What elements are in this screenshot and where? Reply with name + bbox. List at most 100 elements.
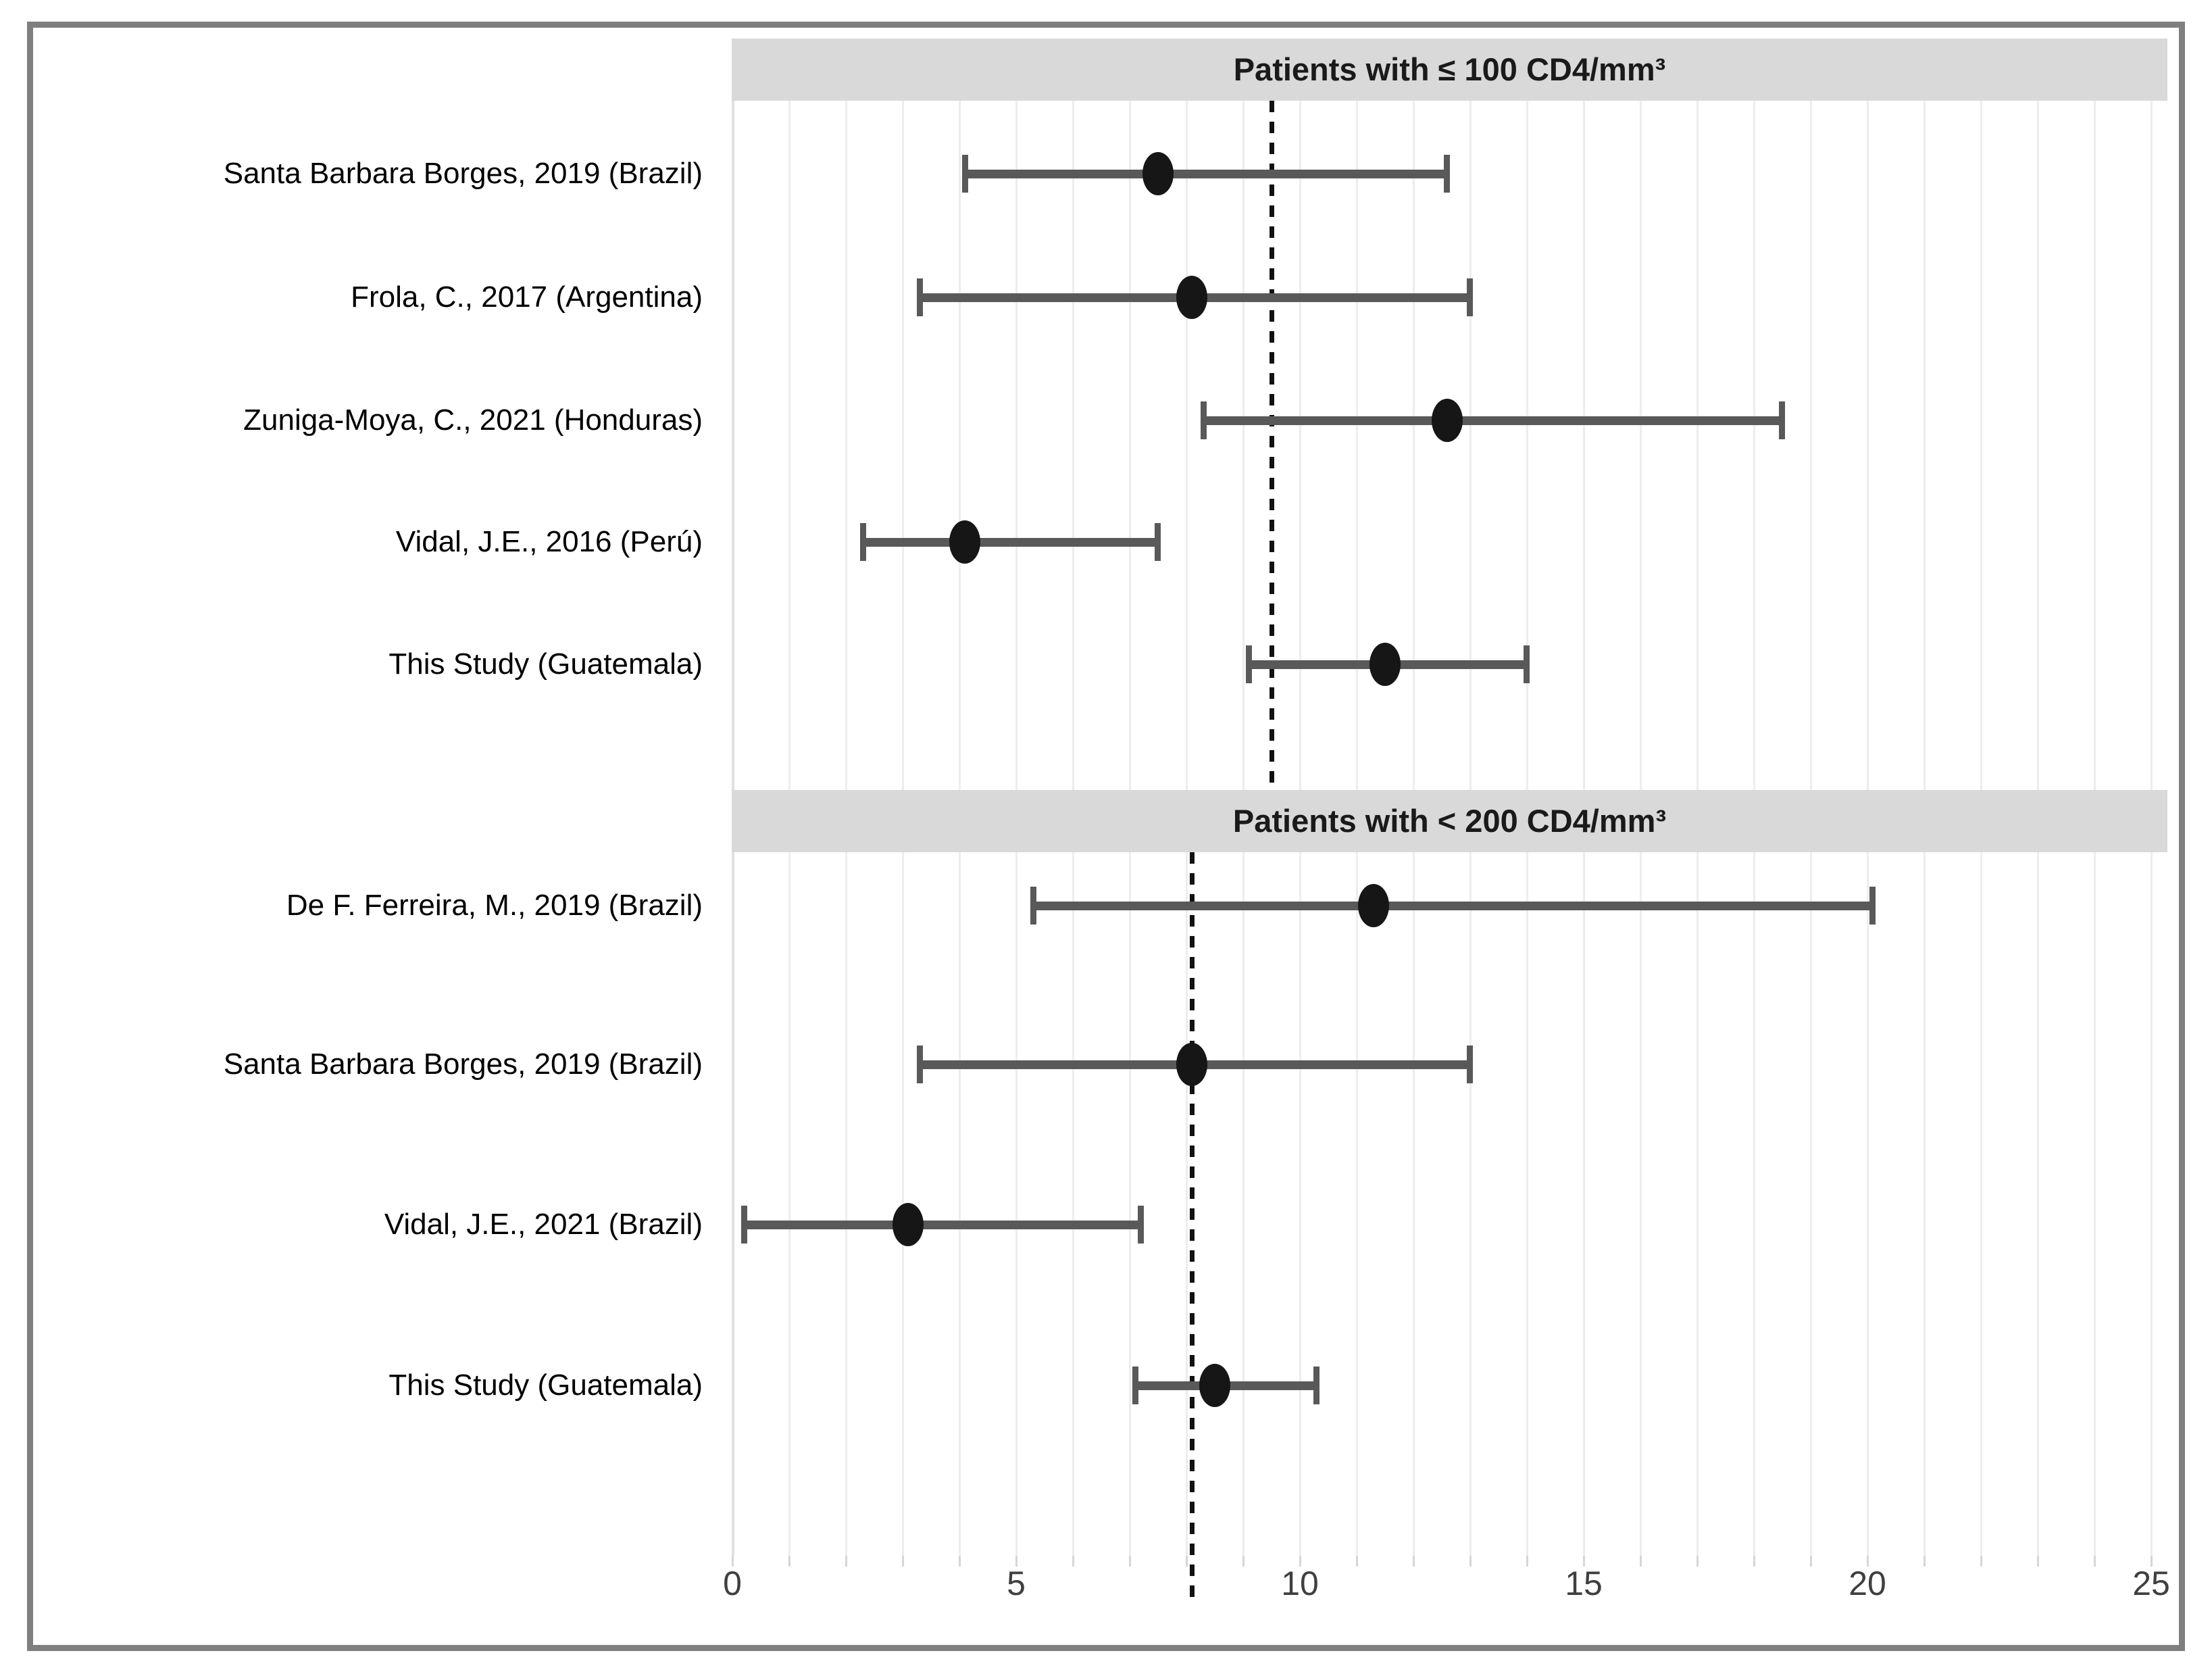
axis-tick — [732, 1556, 734, 1567]
axis-tick-label: 25 — [2132, 1565, 2170, 1602]
axis-tick — [1753, 1556, 1755, 1567]
data-point — [1176, 1043, 1208, 1086]
gridline — [1583, 101, 1585, 790]
ci-cap-right — [1467, 278, 1473, 316]
axis-tick — [1810, 1556, 1812, 1567]
ci-cap-right — [1444, 155, 1451, 193]
axis-tick — [1242, 1556, 1245, 1567]
axis-tick — [1299, 1556, 1301, 1567]
axis-tick — [959, 1556, 961, 1567]
gridline — [1072, 852, 1074, 1556]
gridline — [845, 101, 847, 790]
axis-tick — [1015, 1556, 1017, 1567]
gridline — [1242, 852, 1245, 1556]
axis-tick — [1129, 1556, 1131, 1567]
ci-cap-left — [1030, 887, 1037, 925]
gridline — [1980, 852, 1982, 1556]
gridline — [1129, 101, 1131, 790]
gridline — [1526, 852, 1528, 1556]
data-point — [1199, 1364, 1230, 1407]
gridline — [2037, 101, 2039, 790]
study-label: Zuniga-Moya, C., 2021 (Honduras) — [243, 403, 703, 437]
gridline — [2037, 852, 2039, 1556]
axis-tick — [1583, 1556, 1585, 1567]
gridline — [1015, 852, 1017, 1556]
axis-tick — [845, 1556, 847, 1567]
gridline — [1867, 101, 1869, 790]
axis-tick — [1640, 1556, 1642, 1567]
gridline — [1186, 101, 1188, 790]
ci-bar — [1203, 416, 1782, 425]
gridline — [959, 852, 961, 1556]
gridline — [1356, 852, 1358, 1556]
gridline — [1186, 852, 1188, 1556]
gridline — [1583, 852, 1585, 1556]
study-label: This Study (Guatemala) — [388, 1369, 703, 1402]
ci-cap-right — [1524, 645, 1530, 683]
gridline — [1526, 101, 1528, 790]
ci-cap-right — [1137, 1206, 1144, 1244]
gridline — [1469, 852, 1472, 1556]
ci-cap-right — [1313, 1367, 1320, 1404]
ci-cap-right — [1155, 523, 1161, 561]
panel-title: Patients with < 200 CD4/mm³ — [1232, 803, 1667, 839]
ci-cap-left — [1246, 645, 1253, 683]
axis-tick — [1186, 1556, 1188, 1567]
axis-tick — [1696, 1556, 1699, 1567]
gridline — [1980, 101, 1982, 790]
gridline — [1299, 852, 1301, 1556]
axis-tick — [1867, 1556, 1869, 1567]
gridline — [1356, 101, 1358, 790]
data-point — [1358, 884, 1390, 927]
axis-tick — [788, 1556, 790, 1567]
gridline — [732, 852, 734, 1556]
axis-tick — [1924, 1556, 1926, 1567]
study-label: Santa Barbara Borges, 2019 (Brazil) — [223, 157, 703, 190]
ci-bar — [863, 538, 1158, 547]
gridline — [1129, 852, 1131, 1556]
gridline — [959, 101, 961, 790]
gridline — [1299, 101, 1301, 790]
axis-tick — [2094, 1556, 2096, 1567]
ci-cap-right — [1869, 887, 1876, 925]
ci-cap-left — [1201, 401, 1207, 439]
panel-header: Patients with ≤ 100 CD4/mm³ — [732, 39, 2167, 101]
axis-tick — [1469, 1556, 1472, 1567]
gridline — [902, 101, 904, 790]
gridline — [1867, 852, 1869, 1556]
ci-bar — [965, 170, 1448, 178]
axis-tick-label: 15 — [1565, 1565, 1603, 1602]
gridline — [845, 852, 847, 1556]
gridline — [2094, 101, 2096, 790]
gridline — [788, 101, 790, 790]
ci-cap-right — [1779, 401, 1785, 439]
ci-cap-left — [860, 523, 867, 561]
ci-cap-left — [962, 155, 969, 193]
gridline — [1696, 852, 1699, 1556]
ci-bar — [1033, 902, 1874, 910]
study-label: Vidal, J.E., 2021 (Brazil) — [384, 1208, 703, 1241]
gridline — [1810, 852, 1812, 1556]
gridline — [1015, 101, 1017, 790]
gridline — [2151, 852, 2153, 1556]
axis-tick — [2037, 1556, 2039, 1567]
axis-tick — [1072, 1556, 1074, 1567]
gridline — [1924, 852, 1926, 1556]
ci-bar — [743, 1221, 1141, 1229]
study-label: Santa Barbara Borges, 2019 (Brazil) — [223, 1048, 703, 1081]
axis-tick — [1356, 1556, 1358, 1567]
gridline — [1072, 101, 1074, 790]
axis-tick-label: 0 — [723, 1565, 742, 1602]
gridline — [788, 852, 790, 1556]
gridline — [1753, 852, 1755, 1556]
reference-line — [1270, 101, 1274, 790]
axis-tick — [902, 1556, 904, 1567]
data-point — [1369, 643, 1401, 686]
reference-line — [1190, 852, 1195, 1598]
axis-tick — [1526, 1556, 1528, 1567]
ci-cap-left — [740, 1206, 747, 1244]
axis-tick-label: 5 — [1007, 1565, 1026, 1602]
gridline — [1810, 101, 1812, 790]
study-label: Frola, C., 2017 (Argentina) — [351, 280, 703, 314]
